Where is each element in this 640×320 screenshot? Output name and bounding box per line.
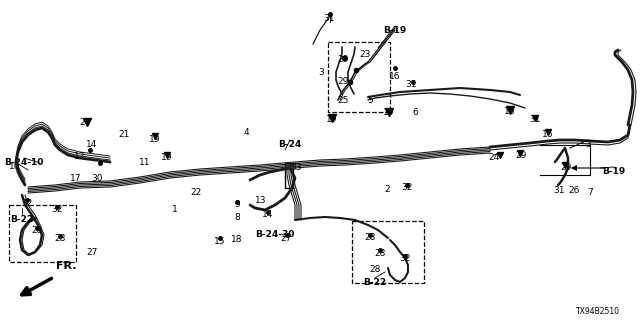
- Text: 19: 19: [383, 108, 395, 117]
- Text: 10: 10: [9, 162, 20, 171]
- Text: 32: 32: [21, 199, 33, 208]
- Text: 16: 16: [504, 107, 516, 116]
- Text: 24: 24: [488, 153, 500, 162]
- Text: B-24-10: B-24-10: [4, 158, 44, 167]
- Text: 12: 12: [74, 152, 86, 161]
- Text: 25: 25: [337, 96, 349, 105]
- Text: 13: 13: [255, 196, 267, 205]
- Bar: [9, 205, 76, 262]
- Text: 26: 26: [568, 186, 580, 195]
- Text: 29: 29: [337, 77, 349, 86]
- Text: 32: 32: [399, 254, 411, 263]
- Text: 20: 20: [79, 118, 91, 127]
- Text: 28: 28: [369, 265, 381, 274]
- Text: 23: 23: [359, 50, 371, 59]
- Text: 27: 27: [86, 248, 98, 257]
- Text: B-19: B-19: [383, 26, 406, 35]
- Text: 31: 31: [553, 186, 564, 195]
- Text: 21: 21: [118, 130, 130, 139]
- Bar: [352, 221, 424, 283]
- Text: 28: 28: [54, 234, 66, 243]
- Text: 9: 9: [234, 200, 240, 209]
- Text: TX94B2510: TX94B2510: [576, 307, 620, 316]
- Text: 15: 15: [214, 237, 226, 246]
- Text: B-24-30: B-24-30: [255, 230, 294, 239]
- Text: B-22: B-22: [364, 278, 387, 287]
- Text: B-19: B-19: [602, 167, 626, 176]
- Text: 3: 3: [585, 140, 591, 149]
- Text: 16: 16: [542, 130, 554, 139]
- Bar: [328, 42, 390, 112]
- Text: 33: 33: [291, 163, 301, 172]
- Text: 11: 11: [140, 158, 151, 167]
- Text: 29: 29: [515, 151, 527, 160]
- Text: 4: 4: [243, 128, 249, 137]
- Text: 32: 32: [51, 205, 63, 214]
- Text: 14: 14: [86, 140, 98, 149]
- Text: 31: 31: [529, 115, 541, 124]
- Text: 8: 8: [234, 213, 240, 222]
- Text: 19: 19: [326, 115, 338, 124]
- Text: 7: 7: [587, 188, 593, 197]
- Text: 32: 32: [401, 183, 413, 192]
- Text: 22: 22: [190, 188, 202, 197]
- Text: 31: 31: [323, 14, 335, 23]
- Text: 3: 3: [318, 68, 324, 77]
- Text: 28: 28: [31, 226, 43, 235]
- Text: 5: 5: [367, 96, 373, 105]
- Text: 6: 6: [412, 108, 418, 117]
- Text: B-22: B-22: [10, 215, 33, 224]
- Text: 28: 28: [364, 233, 376, 242]
- Text: 28: 28: [374, 249, 386, 258]
- Text: B-24: B-24: [278, 140, 301, 149]
- Text: 17: 17: [70, 174, 82, 183]
- Text: 29: 29: [337, 55, 349, 64]
- Text: 1: 1: [172, 205, 178, 214]
- Text: 19: 19: [149, 135, 161, 144]
- Text: 14: 14: [262, 210, 274, 219]
- Text: 29: 29: [560, 163, 572, 172]
- Text: 30: 30: [92, 174, 103, 183]
- Text: 31: 31: [405, 80, 417, 89]
- Bar: [285, 163, 293, 188]
- Text: 2: 2: [384, 185, 390, 194]
- Text: 27: 27: [280, 234, 292, 243]
- Text: 19: 19: [161, 153, 173, 162]
- Text: FR.: FR.: [56, 261, 77, 271]
- Text: 16: 16: [389, 72, 401, 81]
- Text: 18: 18: [231, 235, 243, 244]
